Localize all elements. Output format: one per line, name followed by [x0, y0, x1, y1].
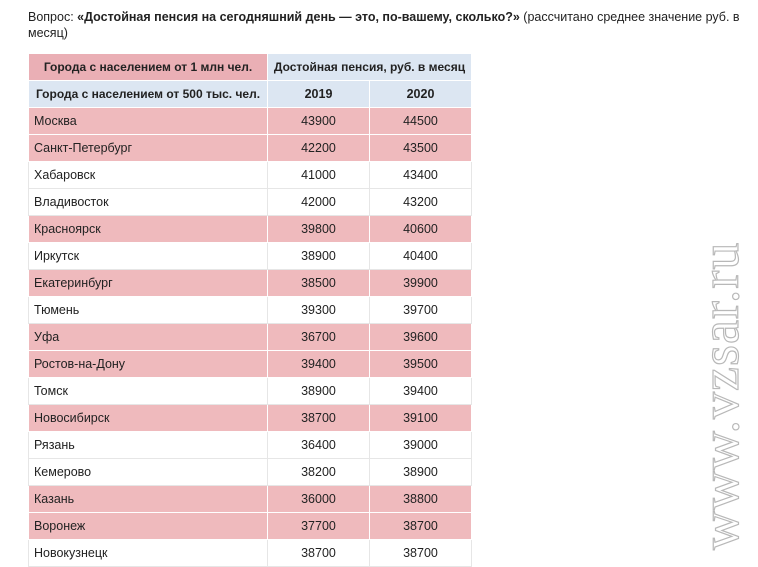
- value-2019-cell: 42000: [267, 188, 370, 216]
- value-2020-cell: 38900: [369, 458, 472, 486]
- value-2019-cell: 38700: [267, 539, 370, 567]
- city-cell: Екатеринбург: [28, 269, 268, 297]
- header-year-2020: 2020: [369, 80, 472, 108]
- question-text: Вопрос: «Достойная пенсия на сегодняшний…: [28, 9, 746, 41]
- value-2020-cell: 40400: [369, 242, 472, 270]
- value-2020-cell: 39100: [369, 404, 472, 432]
- value-2019-cell: 36400: [267, 431, 370, 459]
- value-2019-cell: 38500: [267, 269, 370, 297]
- watermark: www.vzsar.ru: [696, 241, 751, 551]
- table-row: Владивосток 42000 43200: [28, 188, 472, 216]
- header-row-1: Города с населением от 1 млн чел. Достой…: [28, 53, 472, 81]
- header-year-2019: 2019: [267, 80, 370, 108]
- table-row: Екатеринбург 38500 39900: [28, 269, 472, 297]
- value-2019-cell: 37700: [267, 512, 370, 540]
- value-2020-cell: 39000: [369, 431, 472, 459]
- value-2020-cell: 43500: [369, 134, 472, 162]
- watermark-text: www.vzsar.ru: [696, 242, 750, 550]
- value-2019-cell: 38200: [267, 458, 370, 486]
- city-cell: Казань: [28, 485, 268, 513]
- header-pension: Достойная пенсия, руб. в месяц: [267, 53, 472, 81]
- city-cell: Уфа: [28, 323, 268, 351]
- header-city-1mln: Города с населением от 1 млн чел.: [28, 53, 268, 81]
- table-row: Ростов-на-Дону 39400 39500: [28, 350, 472, 378]
- question-suffix: (рассчитано среднее значение руб. в меся…: [28, 10, 740, 40]
- table-row: Красноярск 39800 40600: [28, 215, 472, 243]
- table-row: Кемерово 38200 38900: [28, 458, 472, 486]
- value-2019-cell: 41000: [267, 161, 370, 189]
- pension-table: Города с населением от 1 млн чел. Достой…: [28, 53, 472, 567]
- city-cell: Иркутск: [28, 242, 268, 270]
- value-2019-cell: 38700: [267, 404, 370, 432]
- table-row: Рязань 36400 39000: [28, 431, 472, 459]
- value-2020-cell: 39400: [369, 377, 472, 405]
- city-cell: Владивосток: [28, 188, 268, 216]
- value-2020-cell: 43400: [369, 161, 472, 189]
- table-row: Томск 38900 39400: [28, 377, 472, 405]
- table-row: Хабаровск 41000 43400: [28, 161, 472, 189]
- value-2020-cell: 39900: [369, 269, 472, 297]
- table-row: Тюмень 39300 39700: [28, 296, 472, 324]
- value-2020-cell: 38800: [369, 485, 472, 513]
- city-cell: Красноярск: [28, 215, 268, 243]
- value-2020-cell: 39500: [369, 350, 472, 378]
- question-bold: «Достойная пенсия на сегодняшний день — …: [77, 10, 520, 24]
- value-2020-cell: 38700: [369, 512, 472, 540]
- value-2019-cell: 36700: [267, 323, 370, 351]
- table-row: Казань 36000 38800: [28, 485, 472, 513]
- table-row: Новокузнецк 38700 38700: [28, 539, 472, 567]
- value-2020-cell: 44500: [369, 107, 472, 135]
- value-2019-cell: 39400: [267, 350, 370, 378]
- city-cell: Москва: [28, 107, 268, 135]
- question-prefix: Вопрос:: [28, 10, 78, 24]
- city-cell: Хабаровск: [28, 161, 268, 189]
- value-2019-cell: 39300: [267, 296, 370, 324]
- value-2019-cell: 42200: [267, 134, 370, 162]
- table-row: Воронеж 37700 38700: [28, 512, 472, 540]
- value-2019-cell: 43900: [267, 107, 370, 135]
- table-row: Новосибирск 38700 39100: [28, 404, 472, 432]
- city-cell: Томск: [28, 377, 268, 405]
- city-cell: Ростов-на-Дону: [28, 350, 268, 378]
- value-2019-cell: 39800: [267, 215, 370, 243]
- value-2020-cell: 40600: [369, 215, 472, 243]
- city-cell: Тюмень: [28, 296, 268, 324]
- header-city-500k: Города с населением от 500 тыс. чел.: [28, 80, 268, 108]
- city-cell: Воронеж: [28, 512, 268, 540]
- value-2020-cell: 39700: [369, 296, 472, 324]
- table-row: Санкт-Петербург 42200 43500: [28, 134, 472, 162]
- table-row: Уфа 36700 39600: [28, 323, 472, 351]
- city-cell: Кемерово: [28, 458, 268, 486]
- city-cell: Новокузнецк: [28, 539, 268, 567]
- city-cell: Санкт-Петербург: [28, 134, 268, 162]
- value-2019-cell: 36000: [267, 485, 370, 513]
- value-2019-cell: 38900: [267, 377, 370, 405]
- value-2019-cell: 38900: [267, 242, 370, 270]
- table-row: Москва 43900 44500: [28, 107, 472, 135]
- header-row-2: Города с населением от 500 тыс. чел. 201…: [28, 80, 472, 108]
- city-cell: Рязань: [28, 431, 268, 459]
- table-row: Иркутск 38900 40400: [28, 242, 472, 270]
- value-2020-cell: 39600: [369, 323, 472, 351]
- city-cell: Новосибирск: [28, 404, 268, 432]
- value-2020-cell: 43200: [369, 188, 472, 216]
- value-2020-cell: 38700: [369, 539, 472, 567]
